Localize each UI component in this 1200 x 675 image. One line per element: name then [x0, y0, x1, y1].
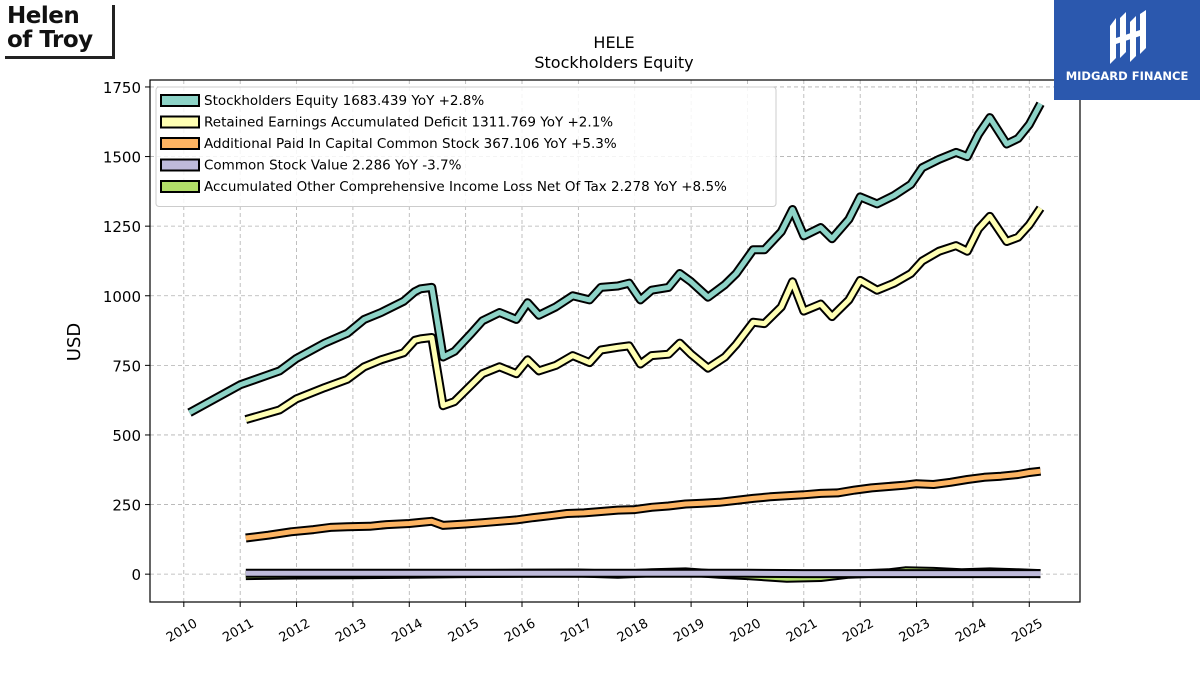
x-ticks: 2010 2011 2012 2013 2014 2015 2016 2017 2018 2019…: [164, 602, 1046, 646]
legend-swatch: [160, 180, 200, 193]
y-tick-label: 1250: [103, 218, 141, 236]
x-tick-label: 2012: [277, 616, 313, 646]
plot-frame: [149, 79, 1081, 603]
legend: Stockholders Equity 1683.439 YoY +2.8% Re…: [155, 86, 777, 207]
legend-label: Common Stock Value 2.286 YoY -3.7%: [204, 158, 462, 174]
logo-text-line1: Helen: [7, 3, 80, 29]
legend-label: Stockholders Equity 1683.439 YoY +2.8%: [204, 93, 484, 109]
y-tick-label: 750: [112, 357, 141, 375]
legend-swatch: [160, 115, 200, 129]
legend-swatch: [160, 137, 200, 150]
y-tick-label: 0: [131, 566, 141, 584]
x-tick-label: 2024: [953, 616, 989, 646]
legend-box: [155, 86, 777, 207]
x-tick-label: 2021: [784, 616, 820, 646]
midgard-logo-icon: [1110, 10, 1146, 64]
midgard-logo-text: MIDGARD FINANCE: [1065, 69, 1189, 83]
legend-swatch: [160, 94, 200, 107]
x-tick-label: 2017: [559, 616, 595, 646]
x-tick-label: 2010: [164, 616, 200, 646]
series-line: [245, 206, 1043, 423]
legend-label: Additional Paid In Capital Common Stock …: [204, 136, 617, 152]
x-tick-label: 2020: [728, 616, 764, 646]
y-tick-label: 1750: [103, 79, 141, 97]
y-tick-label: 500: [112, 427, 141, 445]
x-tick-label: 2022: [840, 616, 876, 646]
logo-text-line2: of Troy: [7, 27, 93, 53]
chart-subtitle: Stockholders Equity: [534, 53, 693, 72]
y-tick-label: 1000: [103, 288, 141, 306]
series-outline: [244, 205, 1045, 424]
helen-of-troy-logo: Helen of Troy: [5, 3, 115, 59]
y-ticks: 0 250 500 750 1000 1250 1500 1750: [103, 79, 150, 584]
x-tick-label: 2018: [615, 616, 651, 646]
x-tick-label: 2025: [1009, 616, 1045, 646]
chart-title: HELE: [593, 33, 634, 52]
x-tick-label: 2013: [333, 616, 369, 646]
series-line: [188, 102, 1043, 415]
series-group: [187, 101, 1045, 583]
x-tick-label: 2019: [671, 616, 707, 646]
y-axis-label: USD: [64, 323, 85, 361]
y-tick-label: 1500: [103, 149, 141, 167]
x-tick-label: 2015: [446, 616, 482, 646]
x-tick-label: 2016: [502, 616, 538, 646]
legend-label: Retained Earnings Accumulated Deficit 13…: [204, 115, 613, 131]
y-tick-label: 250: [112, 497, 141, 515]
x-tick-label: 2011: [220, 616, 256, 646]
series-line: [245, 468, 1041, 541]
midgard-finance-logo: MIDGARD FINANCE: [1054, 0, 1200, 100]
x-tick-label: 2014: [389, 616, 425, 646]
legend-label: Accumulated Other Comprehensive Income L…: [204, 179, 727, 195]
x-tick-label: 2023: [897, 616, 933, 646]
legend-swatch: [160, 158, 200, 172]
